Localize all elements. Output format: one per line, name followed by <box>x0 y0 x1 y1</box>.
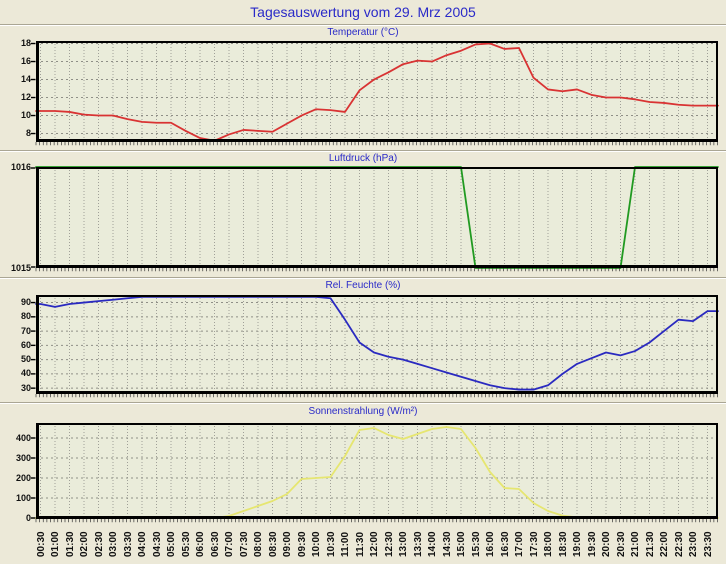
x-tick-label: 09:00 <box>282 531 293 557</box>
x-tick-label: 02:00 <box>79 531 90 557</box>
x-tick-label: 21:00 <box>630 531 641 557</box>
data-line <box>35 426 719 519</box>
x-tick-label: 10:30 <box>325 531 337 557</box>
chart-title-pressure: Luftdruck (hPa) <box>328 153 398 164</box>
page-title: Tagesauswertung vom 29. Mrz 2005 <box>250 4 476 20</box>
x-tick-label: 17:00 <box>514 531 525 557</box>
x-tick-label: 04:00 <box>137 531 148 557</box>
y-tick-label: 300 <box>15 452 31 463</box>
x-tick-label: 23:00 <box>688 531 699 557</box>
x-tick-label: 07:30 <box>238 531 250 557</box>
x-tick-label: 19:30 <box>586 531 598 557</box>
x-tick-label: 18:00 <box>543 531 554 557</box>
x-tick-label: 20:30 <box>615 531 627 557</box>
x-tick-label: 14:30 <box>441 531 453 557</box>
x-tick-label: 13:00 <box>398 531 409 557</box>
y-tick-label: 100 <box>15 492 31 503</box>
x-tick-label: 15:30 <box>470 531 482 557</box>
x-tick-label: 14:00 <box>427 531 438 557</box>
y-tick-label: 1016 <box>10 161 31 172</box>
x-tick-label: 17:30 <box>528 531 540 557</box>
air-pressure-chart <box>31 166 719 272</box>
y-tick-label: 16 <box>20 56 31 67</box>
panel-divider-2 <box>0 277 726 279</box>
x-tick-label: 03:30 <box>122 531 134 557</box>
x-tick-label: 20:00 <box>601 531 612 557</box>
x-tick-label: 07:00 <box>224 531 235 557</box>
x-tick-label: 22:00 <box>659 531 670 557</box>
x-tick-label: 06:00 <box>195 531 206 557</box>
header-divider <box>0 24 726 26</box>
y-tick-label: 0 <box>25 512 31 523</box>
x-tick-label: 06:30 <box>209 531 221 557</box>
data-line <box>35 166 719 269</box>
x-tick-label: 01:00 <box>50 531 61 557</box>
humidity-chart <box>31 295 719 398</box>
x-tick-label: 13:30 <box>412 531 424 557</box>
chart-title-solar-radiation: Sonnenstrahlung (W/m²) <box>308 406 418 417</box>
data-line <box>35 295 719 391</box>
y-tick-label: 50 <box>20 354 31 365</box>
x-tick-label: 12:30 <box>383 531 395 557</box>
x-tick-label: 09:30 <box>296 531 308 557</box>
x-tick-label: 05:00 <box>166 531 177 557</box>
x-tick-label: 21:30 <box>644 531 656 557</box>
x-tick-label: 16:30 <box>499 531 511 557</box>
x-tick-label: 08:00 <box>253 531 264 557</box>
y-tick-label: 200 <box>15 472 31 483</box>
y-tick-label: 30 <box>20 382 31 393</box>
y-tick-label: 90 <box>20 297 31 308</box>
x-tick-label: 11:00 <box>340 531 351 557</box>
x-tick-label: 19:00 <box>572 531 583 557</box>
chart-canvas <box>31 41 719 146</box>
x-tick-label: 15:00 <box>456 531 467 557</box>
y-tick-label: 10 <box>20 110 31 121</box>
y-tick-label: 40 <box>20 368 31 379</box>
data-line <box>35 42 719 142</box>
chart-canvas <box>31 295 719 398</box>
x-tick-label: 08:30 <box>267 531 279 557</box>
y-tick-label: 8 <box>25 128 31 139</box>
x-tick-label: 11:30 <box>354 531 366 557</box>
temperature-chart <box>31 41 719 146</box>
y-tick-label: 60 <box>20 339 31 350</box>
y-tick-label: 80 <box>20 311 31 322</box>
y-tick-label: 12 <box>20 92 31 103</box>
x-tick-label: 10:00 <box>311 531 322 557</box>
x-tick-label: 16:00 <box>485 531 496 557</box>
chart-canvas <box>31 423 719 523</box>
x-tick-label: 00:30 <box>35 531 47 557</box>
y-tick-label: 70 <box>20 325 31 336</box>
chart-title-humidity: Rel. Feuchte (%) <box>325 280 401 291</box>
x-tick-label: 12:00 <box>369 531 380 557</box>
solar-radiation-chart <box>31 423 719 523</box>
x-tick-label: 02:30 <box>93 531 105 557</box>
x-tick-label: 01:30 <box>64 531 76 557</box>
y-tick-label: 14 <box>20 74 31 85</box>
x-tick-label: 23:30 <box>702 531 714 557</box>
x-tick-label: 04:30 <box>151 531 163 557</box>
y-tick-label: 400 <box>15 432 31 443</box>
chart-canvas <box>31 166 719 272</box>
x-tick-label: 18:30 <box>557 531 569 557</box>
y-tick-label: 1015 <box>10 262 31 273</box>
panel-divider-1 <box>0 150 726 152</box>
y-tick-label: 18 <box>20 38 31 49</box>
panel-divider-3 <box>0 402 726 404</box>
chart-title-temperature: Temperatur (°C) <box>327 27 399 38</box>
x-tick-label: 03:00 <box>108 531 119 557</box>
x-tick-label: 22:30 <box>673 531 685 557</box>
x-tick-label: 05:30 <box>180 531 192 557</box>
